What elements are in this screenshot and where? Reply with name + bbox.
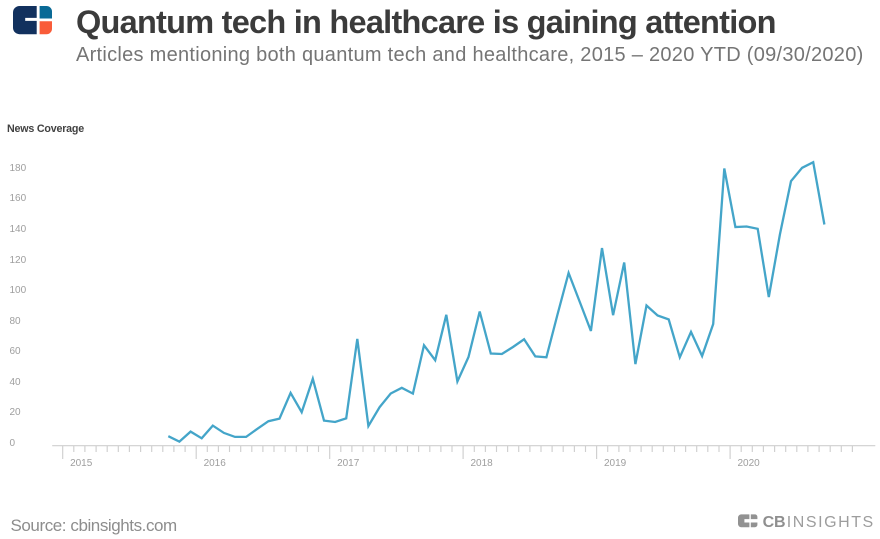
svg-text:CB: CB	[763, 514, 786, 531]
svg-text:INSIGHTS: INSIGHTS	[787, 514, 875, 531]
